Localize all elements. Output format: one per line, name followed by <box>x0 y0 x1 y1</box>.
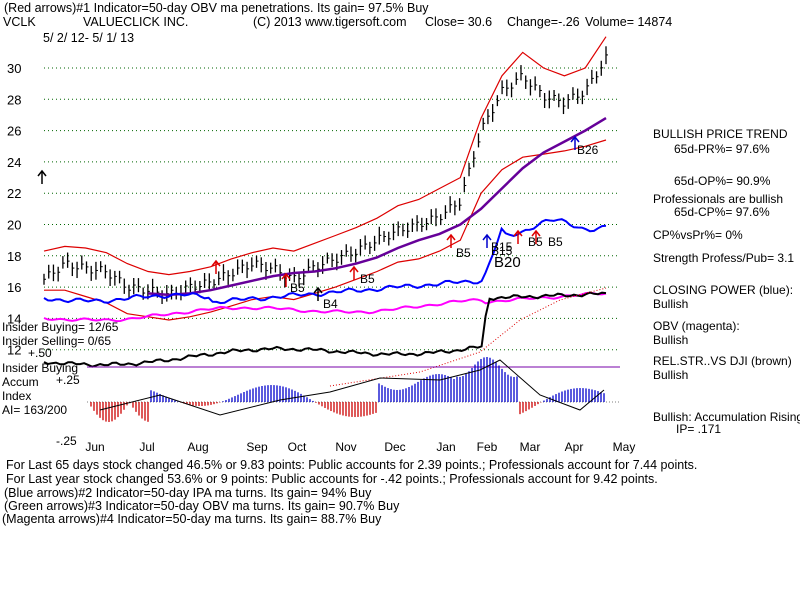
signal-label: B26 <box>577 143 599 157</box>
x-tick-label: Apr <box>565 440 584 454</box>
y-tick-labels: 30 28 26 24 22 20 18 16 14 12 <box>7 61 21 358</box>
x-tick-label: Mar <box>520 440 541 454</box>
y-tick-label: 28 <box>7 92 21 107</box>
strength-profess-pub: Strength Profess/Pub= 3.1 <box>653 251 795 265</box>
bullish-price-trend: BULLISH PRICE TREND <box>653 127 788 141</box>
red-arrow-head <box>349 265 359 273</box>
blue-arrow-head <box>482 233 492 241</box>
x-tick-label: Oct <box>288 440 307 454</box>
lower-band-line <box>44 139 607 321</box>
op-value: 65d-OP%= 90.9% <box>674 174 771 188</box>
date-range: 5/ 2/ 12- 5/ 1/ 13 <box>43 31 135 45</box>
obv-label: OBV (magenta): <box>653 319 740 333</box>
ip-value: IP= .171 <box>676 422 722 436</box>
signal-label: B4 <box>323 297 338 311</box>
pr-value: 65d-PR%= 97.6% <box>674 142 770 156</box>
ai-value: AI= 163/200 <box>2 403 68 417</box>
signal-label: B5 <box>548 235 563 249</box>
volume-value: Volume= 14874 <box>585 15 673 29</box>
closing-power-state: Bullish <box>653 297 689 311</box>
ma-line <box>148 117 607 297</box>
accum-minus25: -.25 <box>56 434 77 448</box>
y-tick-label: 20 <box>7 218 21 233</box>
indicator-lines <box>43 218 620 403</box>
footer-line-3: (Blue arrows)#2 Indicator=50-day IPA ma … <box>4 486 372 500</box>
x-tick-label: May <box>613 440 636 454</box>
relstr-line <box>43 291 607 368</box>
change-value: Change=-.26 <box>507 15 580 29</box>
red-arrow-head <box>446 233 456 241</box>
y-tick-label: 24 <box>7 155 21 170</box>
red-arrow-head <box>211 259 221 267</box>
y-tick-label: 16 <box>7 280 21 295</box>
indicator-1-label: (Red arrows)#1 Indicator=50-day OBV ma p… <box>4 1 429 15</box>
relstr-label: REL.STR..VS DJI (brown) <box>653 354 792 368</box>
footer-line-5: (Magenta arrows)#4 Indicator=50-day ma t… <box>2 512 382 526</box>
x-tick-label: Feb <box>477 440 498 454</box>
y-tick-label: 12 <box>7 343 21 358</box>
blue-arrow-head <box>570 135 580 143</box>
price-bars <box>43 46 608 305</box>
insider-buying-count: Insider Buying= 12/65 <box>2 320 119 334</box>
black-arrow-head <box>313 286 323 294</box>
relstr-state: Bullish <box>653 368 689 382</box>
x-tick-label: Nov <box>335 440 356 454</box>
accum-plus25: +.25 <box>56 373 80 387</box>
x-tick-label: Jun <box>85 440 104 454</box>
x-tick-labels: Jun Jul Aug Sep Oct Nov Dec Jan Feb Mar Apr May <box>85 440 635 454</box>
insider-buying-line-label: Insider Buying <box>2 361 79 375</box>
closing-power-line <box>43 218 607 305</box>
x-tick-label: Jan <box>436 440 455 454</box>
price-lines <box>43 36 607 321</box>
accum-plus50: +.50 <box>28 346 52 360</box>
x-tick-label: Aug <box>187 440 208 454</box>
signal-label: B5 <box>360 272 375 286</box>
footer-line-2: For Last year stock changed 53.6% or 9 p… <box>6 472 658 486</box>
red-arrow-head <box>531 229 541 237</box>
y-tick-label: 22 <box>7 186 21 201</box>
signal-label: B15 <box>491 240 513 254</box>
obv-line <box>43 291 607 323</box>
signal-label: B15 <box>491 244 513 258</box>
signal-label: B20 <box>494 254 521 271</box>
accum-label: Accum <box>2 375 39 389</box>
footer-line-1: For Last 65 days stock changed 46.5% or … <box>6 458 698 472</box>
insider-selling-count: Insider Selling= 0/65 <box>2 334 112 348</box>
signal-label: B5 <box>290 281 305 295</box>
obv-state: Bullish <box>653 333 689 347</box>
professionals-bullish: Professionals are bullish <box>653 192 784 206</box>
y-tick-label: 30 <box>7 61 21 76</box>
x-tick-label: Jul <box>139 440 154 454</box>
signal-arrows <box>37 135 580 301</box>
upper-band-line <box>43 36 607 276</box>
company-name: VALUECLICK INC. <box>83 15 189 29</box>
black-arrow-head <box>37 169 47 177</box>
y-tick-label: 26 <box>7 124 21 139</box>
x-tick-label: Dec <box>384 440 405 454</box>
closing-power-label: CLOSING POWER (blue): <box>653 283 794 297</box>
footer-line-4: (Green arrows)#3 Indicator=50-day OBV ma… <box>4 499 400 513</box>
cp-value: 65d-CP%= 97.6% <box>674 205 770 219</box>
ticker: VCLK <box>3 15 36 29</box>
signal-label: B5 <box>456 246 471 260</box>
accum-ma-line <box>99 359 605 416</box>
grid-lines <box>44 67 620 351</box>
accumulation-histogram <box>90 357 605 422</box>
copyright: (C) 2013 www.tigersoft.com <box>253 15 407 29</box>
y-tick-label: 14 <box>7 311 21 326</box>
cp-vs-pr: CP%vsPr%= 0% <box>653 228 743 242</box>
x-tick-label: Sep <box>246 440 268 454</box>
close-value: Close= 30.6 <box>425 15 493 29</box>
red-arrow-head <box>281 272 291 280</box>
relstr-trend-line <box>329 287 607 387</box>
y-tick-label: 18 <box>7 249 21 264</box>
accum-rising: Bullish: Accumulation Rising <box>653 410 800 424</box>
red-arrow-head <box>513 229 523 237</box>
signal-label: B5 <box>528 235 543 249</box>
index-label: Index <box>2 389 32 403</box>
